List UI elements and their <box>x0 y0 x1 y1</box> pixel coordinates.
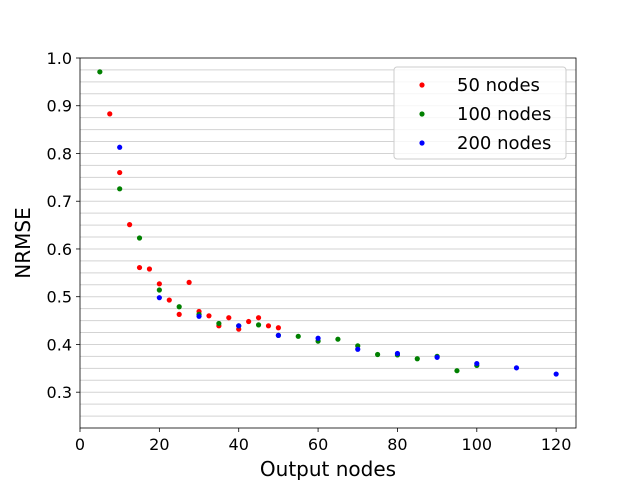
data-point-200-nodes <box>513 365 520 371</box>
data-point-50-nodes <box>255 315 262 321</box>
legend-marker <box>419 82 425 88</box>
data-point-50-nodes <box>275 325 281 331</box>
legend: 50 nodes 100 nodes 200 nodes <box>393 66 567 160</box>
data-point-100-nodes <box>335 336 341 342</box>
data-point-50-nodes <box>127 222 133 228</box>
data-point-100-nodes <box>295 333 301 339</box>
y-tick-label: 0.8 <box>47 144 72 163</box>
y-axis-label: NRMSE <box>11 207 35 278</box>
data-point-100-nodes <box>454 368 460 374</box>
data-point-200-nodes <box>315 335 321 341</box>
y-tick-label: 1.0 <box>47 49 72 68</box>
data-point-200-nodes <box>275 332 281 338</box>
legend-marker <box>419 111 425 117</box>
data-point-50-nodes <box>246 318 252 325</box>
plot-frame <box>79 57 577 429</box>
data-point-100-nodes <box>255 322 262 328</box>
y-tick-label: 0.3 <box>47 383 72 402</box>
data-point-50-nodes <box>265 323 272 329</box>
y-tick-label: 0.5 <box>47 288 72 307</box>
data-point-100-nodes <box>136 235 143 241</box>
x-tick-label: 80 <box>387 435 407 454</box>
x-tick-label: 100 <box>462 435 493 454</box>
x-axis-label: Output nodes <box>260 457 396 480</box>
data-point-200-nodes <box>156 295 162 301</box>
data-point-50-nodes <box>206 313 212 319</box>
y-tick-label: 0.4 <box>47 335 72 354</box>
data-point-50-nodes <box>156 281 162 287</box>
data-point-200-nodes <box>355 346 361 352</box>
data-point-50-nodes <box>107 111 113 117</box>
legend-box <box>393 66 567 160</box>
x-tick-label: 60 <box>308 435 328 454</box>
data-point-50-nodes <box>186 279 192 285</box>
data-point-50-nodes <box>117 169 123 176</box>
y-tick-label: 0.6 <box>47 240 72 259</box>
legend-label: 100 nodes <box>457 104 551 125</box>
data-point-200-nodes <box>474 360 480 367</box>
data-points <box>97 69 559 377</box>
y-tick-label: 0.9 <box>47 97 72 116</box>
y-tick-label: 0.7 <box>47 192 72 211</box>
data-point-100-nodes <box>414 356 420 362</box>
data-point-200-nodes <box>196 313 202 319</box>
legend-label: 200 nodes <box>457 133 551 154</box>
data-point-200-nodes <box>117 144 123 150</box>
x-tick-label: 120 <box>541 435 572 454</box>
data-point-100-nodes <box>97 69 103 75</box>
data-point-100-nodes <box>117 186 123 192</box>
data-point-200-nodes <box>236 323 242 329</box>
data-point-50-nodes <box>176 311 182 317</box>
data-point-50-nodes <box>146 266 153 272</box>
data-point-50-nodes <box>226 315 232 321</box>
data-point-200-nodes <box>394 350 401 357</box>
data-point-50-nodes <box>166 297 172 303</box>
legend-label: 50 nodes <box>457 75 540 96</box>
data-point-100-nodes <box>375 351 381 358</box>
data-point-100-nodes <box>176 304 182 310</box>
data-point-200-nodes <box>553 371 559 377</box>
data-point-100-nodes <box>156 287 162 293</box>
data-point-50-nodes <box>136 264 143 271</box>
x-tick-label: 20 <box>149 435 169 454</box>
data-point-200-nodes <box>434 354 440 360</box>
x-tick-label: 40 <box>229 435 249 454</box>
axis-ticks: 0 20 40 60 80 100 120 0.3 0.4 0.5 0.6 0.7 0.8 0.9 1.0 <box>47 49 572 454</box>
data-point-100-nodes <box>216 320 222 327</box>
legend-marker <box>419 140 425 146</box>
x-tick-label: 0 <box>75 435 85 454</box>
